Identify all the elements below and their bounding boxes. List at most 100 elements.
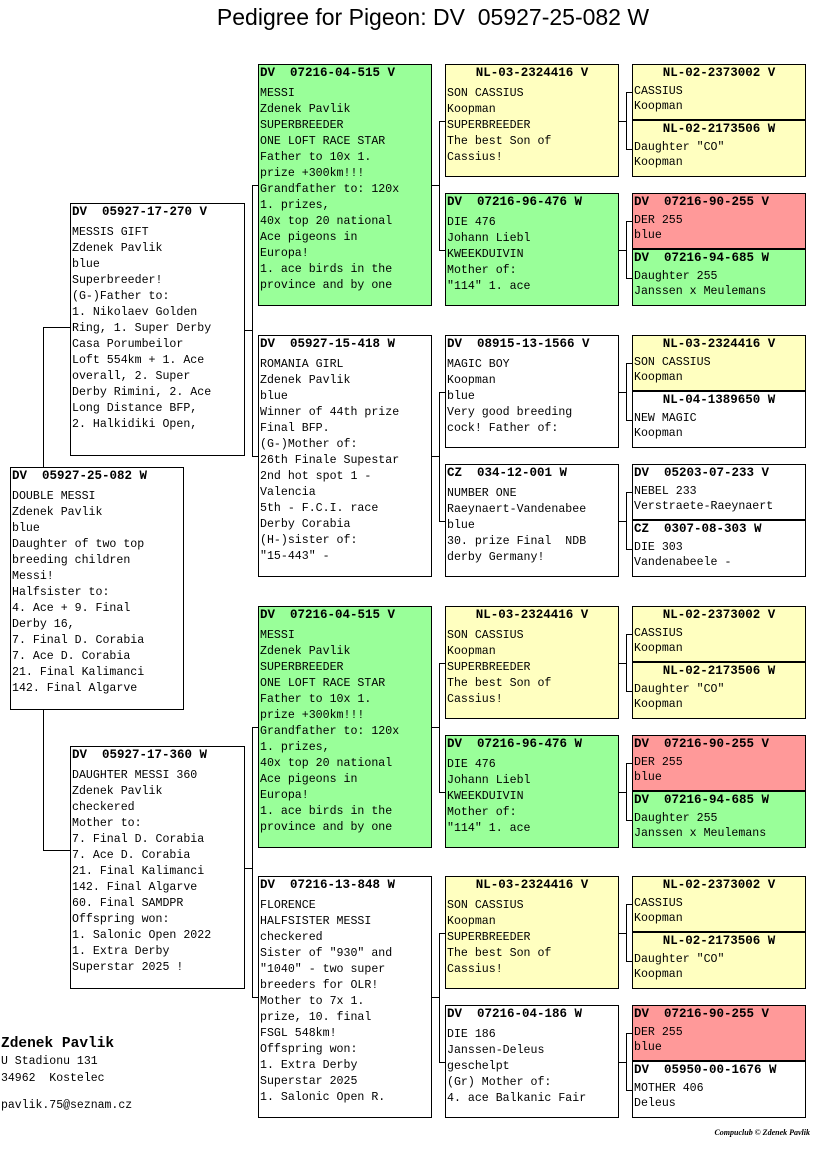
pigeon-card-great-great-grandparent[interactable]: DV 07216-94-685 W Daughter 255 Janssen x M…: [632, 249, 806, 306]
pigeon-info-line: SON CASSIUS: [447, 899, 524, 912]
connector-line: [626, 634, 627, 692]
pigeon-info-line: Derby Rimini, 2. Ace: [72, 386, 212, 399]
pigeon-card-great-great-grandparent[interactable]: NL-02-2173506 W Daughter "CO" Koopman: [632, 120, 806, 177]
pigeon-info-line: Superstar 2025: [260, 1075, 358, 1088]
pigeon-info-line: Grandfather to: 120x: [260, 725, 400, 738]
ring-number: DV 05203-07-233 V: [634, 466, 770, 480]
ring-number: NL-02-2373002 V: [662, 608, 776, 622]
pigeon-card-great-great-grandparent[interactable]: DV 05950-00-1676 W MOTHER 406 Deleus: [632, 1061, 806, 1118]
pigeon-info-line: CASSIUS: [634, 85, 683, 98]
pigeon-info-line: 1. Extra Derby: [260, 1059, 358, 1072]
pigeon-card-great-great-grandparent[interactable]: DV 05203-07-233 V NEBEL 233 Verstraete-Rae…: [632, 464, 806, 520]
pigeon-info-line: Koopman: [634, 642, 683, 655]
pigeon-info-line: MAGIC BOY: [447, 358, 510, 371]
pigeon-card-great-great-grandparent[interactable]: DV 07216-94-685 W Daughter 255 Janssen x M…: [632, 791, 806, 848]
pigeon-card-great-grandparent[interactable]: NL-03-2324416 V SON CASSIUS Koopman SUPERBR…: [445, 64, 619, 177]
pigeon-card-great-grandparent[interactable]: NL-03-2324416 V SON CASSIUS Koopman SUPERBR…: [445, 606, 619, 719]
pigeon-info-line: DIE 303: [634, 541, 683, 554]
pigeon-card-great-grandparent[interactable]: DV 07216-96-476 W DIE 476 Johann Liebl KWEE…: [445, 735, 619, 848]
connector-line: [439, 663, 440, 793]
connector-line: [619, 521, 626, 522]
ring-number: DV 07216-94-685 W: [634, 793, 770, 807]
pigeon-info-line: Zdenek Pavlik: [260, 374, 351, 387]
ring-number: DV 05927-25-082 W: [12, 469, 148, 483]
owner-address: U Stadionu 131: [1, 1055, 98, 1068]
pigeon-card-great-great-grandparent[interactable]: DV 07216-90-255 V DER 255 blue: [632, 1005, 806, 1061]
pigeon-info-line: Valencia: [260, 486, 316, 499]
pigeon-card-dam[interactable]: DV 05927-17-360 W DAUGHTER MESSI 360 Zdene…: [70, 746, 245, 989]
ring-number: NL-02-2373002 V: [662, 66, 776, 80]
pigeon-info-line: CASSIUS: [634, 627, 683, 640]
pigeon-info-line: Very good breeding: [447, 406, 573, 419]
ring-number: DV 07216-04-515 V: [260, 608, 396, 622]
connector-line: [439, 121, 440, 251]
connector-line: [439, 392, 445, 393]
pigeon-info-line: Koopman: [447, 645, 496, 658]
pigeon-card-sire[interactable]: DV 05927-17-270 V MESSIS GIFT Zdenek Pavli…: [70, 203, 245, 456]
connector-line: [252, 997, 258, 998]
connector-line: [619, 1062, 626, 1063]
pigeon-card-great-great-grandparent[interactable]: NL-04-1389650 W NEW MAGIC Koopman: [632, 391, 806, 448]
pigeon-info-line: SUPERBREEDER: [447, 661, 531, 674]
connector-line: [439, 392, 440, 522]
pigeon-card-great-grandparent[interactable]: DV 07216-96-476 W DIE 476 Johann Liebl KWEE…: [445, 193, 619, 306]
pigeon-info-line: blue: [634, 771, 662, 784]
pigeon-card-great-grandparent[interactable]: CZ 034-12-001 W NUMBER ONE Raeynaert-Vande…: [445, 464, 619, 577]
owner-email[interactable]: pavlik.75@seznam.cz: [1, 1099, 133, 1112]
pigeon-info-line: 7. Final D. Corabia: [12, 634, 145, 647]
pigeon-card-great-great-grandparent[interactable]: NL-02-2373002 V CASSIUS Koopman: [632, 876, 806, 932]
ring-number: DV 07216-04-186 W: [447, 1007, 583, 1021]
pigeon-info-line: Deleus: [634, 1097, 676, 1110]
pigeon-card-grandparent[interactable]: DV 07216-13-848 W FLORENCE HALFSISTER MESS…: [258, 876, 432, 1118]
pigeon-info-line: Europa!: [260, 247, 309, 260]
pigeon-info-line: blue: [72, 258, 100, 271]
pigeon-card-great-great-grandparent[interactable]: NL-02-2173506 W Daughter "CO" Koopman: [632, 662, 806, 719]
pigeon-card-great-great-grandparent[interactable]: NL-03-2324416 V SON CASSIUS Koopman: [632, 335, 806, 391]
pigeon-info-line: 21. Final Kalimanci: [12, 666, 145, 679]
connector-line: [626, 492, 632, 493]
pigeon-info-line: Raeynaert-Vandenabee: [447, 503, 587, 516]
connector-line: [43, 709, 44, 850]
connector-line: [626, 1090, 632, 1091]
connector-line: [626, 820, 632, 821]
owner-name: Zdenek Pavlik: [1, 1036, 115, 1052]
pigeon-card-great-great-grandparent[interactable]: NL-02-2173506 W Daughter "CO" Koopman: [632, 932, 806, 989]
pigeon-info-line: checkered: [72, 801, 135, 814]
pigeon-card-grandparent[interactable]: DV 05927-15-418 W ROMANIA GIRL Zdenek Pavl…: [258, 335, 432, 577]
pigeon-card-great-great-grandparent[interactable]: NL-02-2373002 V CASSIUS Koopman: [632, 64, 806, 120]
pigeon-info-line: Final BFP.: [260, 422, 330, 435]
connector-line: [252, 456, 258, 457]
pigeon-card-great-great-grandparent[interactable]: DV 07216-90-255 V DER 255 blue: [632, 735, 806, 791]
pigeon-card-great-grandparent[interactable]: DV 08915-13-1566 V MAGIC BOY Koopman blue Ve…: [445, 335, 619, 448]
pigeon-info-line: "114" 1. ace: [447, 822, 531, 835]
connector-line: [252, 185, 253, 457]
connector-line: [626, 363, 627, 421]
pigeon-info-line: KWEEKDUIVIN: [447, 248, 524, 261]
pigeon-info-line: Derby Corabia: [260, 518, 351, 531]
pigeon-info-line: 5th - F.C.I. race: [260, 502, 379, 515]
pigeon-info-line: Koopman: [634, 912, 683, 925]
pigeon-card-great-great-grandparent[interactable]: CZ 0307-08-303 W DIE 303 Vandenabeele -: [632, 520, 806, 577]
ring-number: NL-02-2173506 W: [662, 122, 776, 136]
pigeon-card-great-great-grandparent[interactable]: DV 07216-90-255 V DER 255 blue: [632, 193, 806, 249]
pigeon-info-line: NEW MAGIC: [634, 412, 697, 425]
pigeon-info-line: MESSI: [260, 87, 295, 100]
pigeon-info-line: checkered: [260, 931, 323, 944]
pigeon-card-grandparent[interactable]: DV 07216-04-515 V MESSI Zdenek Pavlik SUPER…: [258, 606, 432, 848]
pigeon-info-line: Daughter 255: [634, 812, 718, 825]
connector-line: [626, 149, 632, 150]
pigeon-card-great-grandparent[interactable]: NL-03-2324416 V SON CASSIUS Koopman SUPERBR…: [445, 876, 619, 989]
pigeon-card-subject[interactable]: DV 05927-25-082 W DOUBLE MESSI Zdenek Pavl…: [10, 467, 184, 710]
pigeon-info-line: DOUBLE MESSI: [12, 490, 96, 503]
pigeon-card-great-great-grandparent[interactable]: NL-02-2373002 V CASSIUS Koopman: [632, 606, 806, 662]
pigeon-info-line: ONE LOFT RACE STAR: [260, 135, 386, 148]
pigeon-info-line: 7. Final D. Corabia: [72, 833, 205, 846]
pigeon-card-great-grandparent[interactable]: DV 07216-04-186 W DIE 186 Janssen-Deleus ge…: [445, 1005, 619, 1118]
pigeon-info-line: DER 255: [634, 756, 683, 769]
pigeon-info-line: Superstar 2025 !: [72, 961, 184, 974]
pigeon-info-line: blue: [260, 390, 288, 403]
pigeon-info-line: 2nd hot spot 1 -: [260, 470, 372, 483]
pigeon-card-grandparent[interactable]: DV 07216-04-515 V MESSI Zdenek Pavlik SUPER…: [258, 64, 432, 306]
pigeon-info-line: The best Son of: [447, 677, 552, 690]
pigeon-info-line: Winner of 44th prize: [260, 406, 400, 419]
